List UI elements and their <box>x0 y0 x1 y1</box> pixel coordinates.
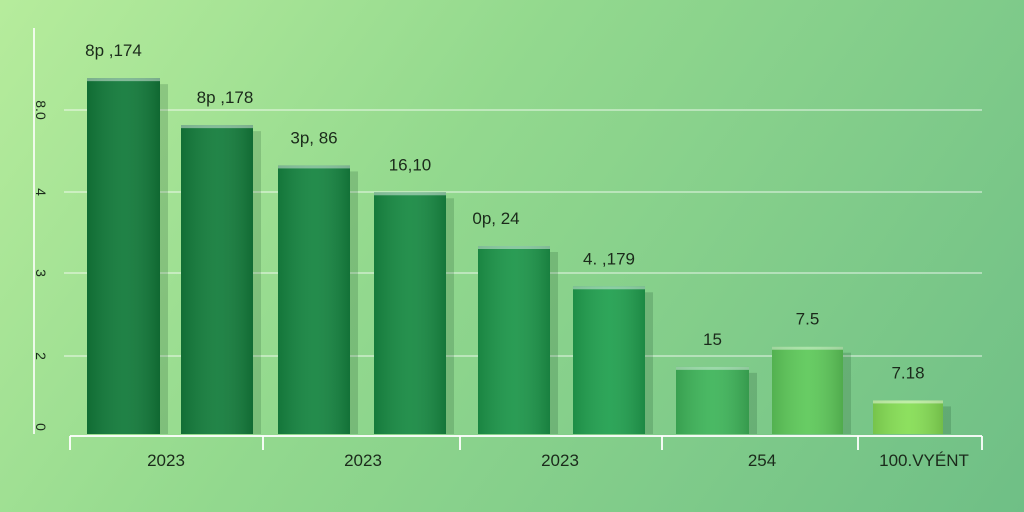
bars <box>87 78 951 435</box>
data-label: 8p ,174 <box>85 41 142 60</box>
data-label: 4. ,179 <box>583 249 635 268</box>
bar-top-highlight <box>478 246 550 249</box>
x-tick-label: 100.VYÉNT <box>879 451 969 470</box>
tick-labels: 0 2 3 4 8.0 2023 2023 2023 254 100.VYÉNT <box>33 100 969 470</box>
bar-shading <box>772 346 843 434</box>
x-tick-label: 2023 <box>344 451 382 470</box>
bar-shading <box>278 165 350 434</box>
data-label: 7.5 <box>796 310 820 329</box>
y-tick-label: 8.0 <box>33 100 49 120</box>
data-label: 15 <box>703 330 722 349</box>
bar-top-highlight <box>676 366 749 370</box>
bar-top-highlight <box>772 346 843 350</box>
bar-shading <box>573 286 645 434</box>
x-tick-label: 2023 <box>147 451 185 470</box>
bar-top-highlight <box>87 78 160 82</box>
bar-top-highlight <box>873 400 943 404</box>
y-tick-label: 3 <box>33 269 49 277</box>
bar-shading <box>87 78 160 435</box>
bar-shading <box>873 400 943 434</box>
y-tick-label: 4 <box>33 188 49 196</box>
y-tick-label: 2 <box>33 352 49 360</box>
data-label: 3p, 86 <box>290 128 337 147</box>
bar-top-highlight <box>181 125 253 129</box>
y-tick-label: 0 <box>33 423 49 431</box>
data-label: 16,10 <box>389 155 432 174</box>
bar-top-highlight <box>278 165 350 169</box>
data-label: 8p ,178 <box>197 88 254 107</box>
bar-shading <box>478 246 550 434</box>
bar-top-highlight <box>374 192 446 196</box>
bar-shading <box>676 366 749 434</box>
data-label: 7.18 <box>891 363 924 382</box>
data-labels: 8p ,174 8p ,178 3p, 86 16,10 0p, 24 4. ,179 15… <box>85 41 924 382</box>
x-tick-label: 254 <box>748 451 776 470</box>
bar-shading <box>374 192 446 434</box>
bar-top-highlight <box>573 286 645 290</box>
x-tick-label: 2023 <box>541 451 579 470</box>
axes <box>33 28 983 450</box>
data-label: 0p, 24 <box>472 209 519 228</box>
bar-shading <box>181 125 253 435</box>
